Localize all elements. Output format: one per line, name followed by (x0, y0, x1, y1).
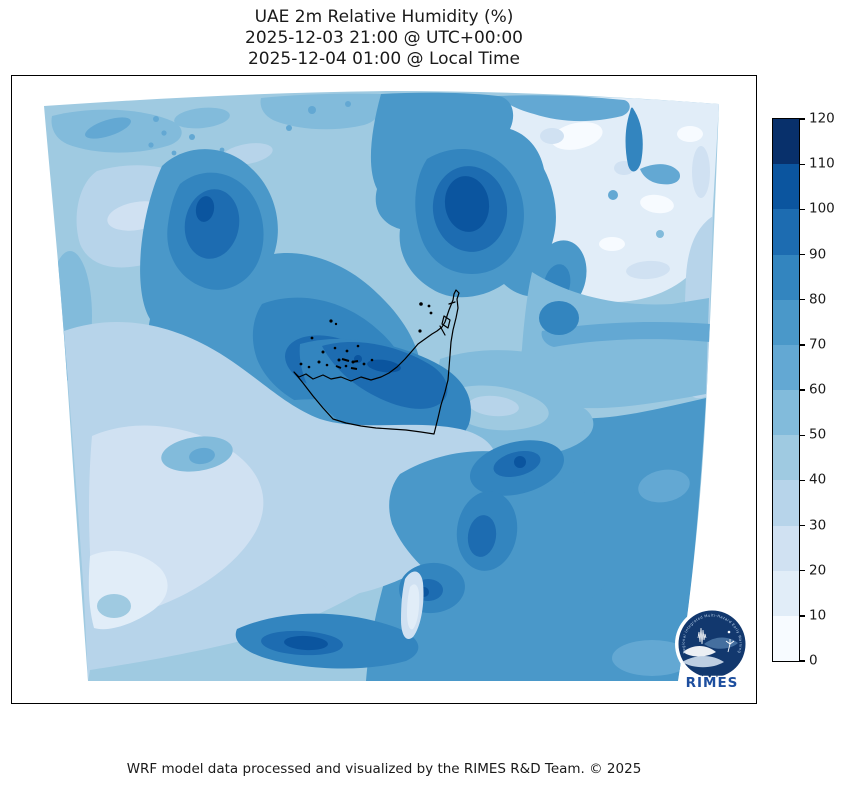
colorbar-tick-mark (800, 660, 805, 662)
logo-seismogram (697, 627, 707, 645)
map-axes: Regional Integrated Multi-Hazard Early W… (11, 75, 757, 704)
colorbar-tick-mark (800, 299, 805, 301)
colorbar-band (773, 525, 799, 571)
logo-palm (725, 639, 735, 653)
colorbar-band (773, 119, 799, 165)
colorbar-tick-label: 30 (809, 517, 827, 534)
colorbar-tick-label: 40 (809, 472, 827, 489)
colorbar-tick-mark (800, 570, 805, 572)
colorbar-tick-label: 110 (809, 155, 835, 172)
colorbar-tick-label: 120 (809, 110, 835, 127)
chart-title: UAE 2m Relative Humidity (%) 2025-12-03 … (0, 7, 768, 70)
colorbar-tick-mark (800, 118, 805, 120)
colorbar-tick-label: 10 (809, 607, 827, 624)
colorbar-tick-mark (800, 163, 805, 165)
colorbar-tick-mark (800, 479, 805, 482)
colorbar-tick-mark (800, 208, 805, 211)
colorbar-tick-label: 90 (809, 246, 827, 263)
colorbar-ticks: 0 10 20 30 40 50 60 70 80 90 100 110 120 (800, 111, 844, 669)
colorbar-tick-mark (800, 434, 805, 436)
title-line-1: UAE 2m Relative Humidity (%) (254, 7, 514, 27)
colorbar-tick-mark (800, 253, 805, 256)
colorbar-band (773, 390, 799, 436)
colorbar-tick-label: 0 (809, 652, 818, 669)
colorbar-band (773, 209, 799, 255)
colorbar-band (773, 435, 799, 481)
colorbar-tick-label: 70 (809, 336, 827, 353)
colorbar-band (773, 570, 799, 616)
colorbar-band (773, 344, 799, 391)
colorbar-band (773, 299, 799, 345)
colorbar-tick-label: 20 (809, 562, 827, 579)
coastal-islands (299, 302, 433, 370)
colorbar-tick-mark (800, 344, 805, 346)
title-line-2: 2025-12-03 21:00 @ UTC+00:00 (245, 28, 523, 48)
title-line-3: 2025-12-04 01:00 @ Local Time (247, 49, 521, 69)
colorbar-tick-mark (800, 615, 805, 617)
logo-wordmark: RIMES (686, 675, 739, 691)
colorbar-band (773, 254, 799, 300)
uae-border (293, 289, 460, 435)
logo-wave-2 (682, 656, 724, 668)
colorbar-band (773, 480, 799, 526)
colorbar-band (773, 615, 799, 662)
contour-field (44, 91, 719, 681)
colorbar-bands (773, 119, 799, 662)
humidity-contour-map: Regional Integrated Multi-Hazard Early W… (44, 91, 749, 692)
logo-wave-1 (683, 646, 716, 657)
logo-satellite (727, 630, 731, 634)
colorbar-tick-label: 80 (809, 291, 827, 308)
colorbar-tick-label: 50 (809, 426, 827, 443)
colorbar (772, 118, 800, 662)
colorbar-tick-label: 100 (809, 201, 835, 218)
colorbar-tick-label: 60 (809, 381, 827, 398)
footer-credit: WRF model data processed and visualized … (126, 761, 642, 777)
colorbar-tick-mark (800, 389, 805, 391)
colorbar-band (773, 164, 799, 210)
colorbar-tick-mark (800, 524, 805, 527)
rimes-logo: Regional Integrated Multi-Hazard Early W… (675, 607, 749, 692)
